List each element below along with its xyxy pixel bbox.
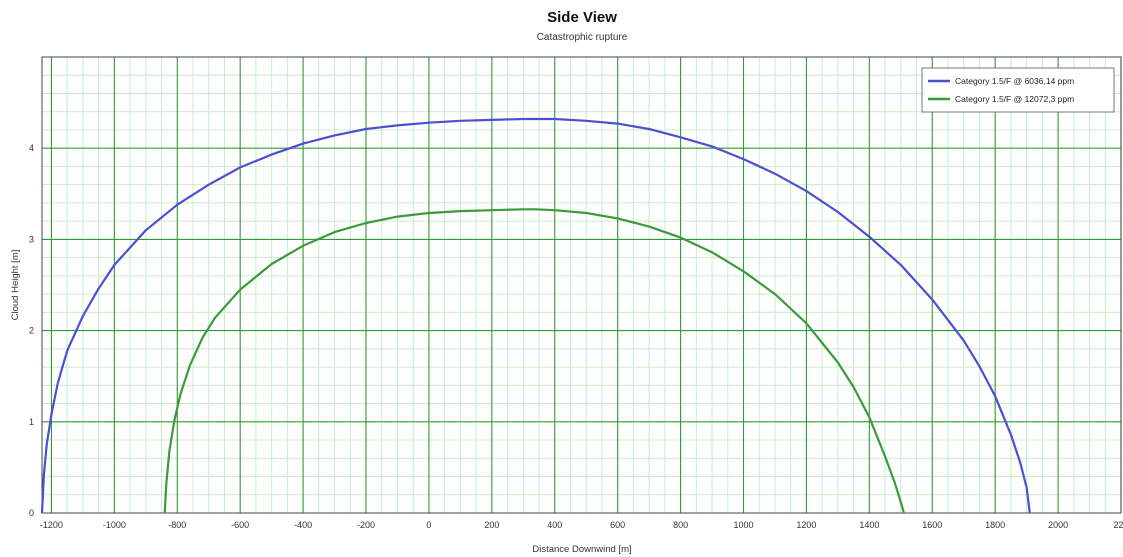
y-tick-label: 1 xyxy=(29,417,34,427)
y-tick-label: 2 xyxy=(29,326,34,336)
series-layer xyxy=(40,117,1031,514)
x-tick-label: 400 xyxy=(547,520,562,530)
x-tick-label: -600 xyxy=(231,520,249,530)
x-tick-label: 1200 xyxy=(796,520,816,530)
x-tick-label: 600 xyxy=(610,520,625,530)
x-tick-label: 200 xyxy=(484,520,499,530)
x-tick-label: 1800 xyxy=(985,520,1005,530)
x-axis-label: Distance Downwind [m] xyxy=(532,544,631,555)
x-tick-label: 0 xyxy=(426,520,431,530)
x-tick-label: -1000 xyxy=(103,520,126,530)
chart-title: Side View xyxy=(547,9,617,26)
legend: Category 1.5/F @ 6036,14 ppm Category 1.… xyxy=(921,67,1115,113)
y-tick-label: 0 xyxy=(29,508,34,518)
x-tick-label: 220 xyxy=(1113,520,1123,530)
x-tick-label: 1400 xyxy=(859,520,879,530)
legend-label-1: Category 1.5/F @ 6036,14 ppm xyxy=(955,76,1074,86)
x-tick-label: 800 xyxy=(673,520,688,530)
x-tick-label: -200 xyxy=(357,520,375,530)
x-tick-label: -1200 xyxy=(40,520,63,530)
series-line-1 xyxy=(40,117,1031,514)
legend-label-2: Category 1.5/F @ 12072,3 ppm xyxy=(955,94,1074,104)
x-tick-label: -800 xyxy=(168,520,186,530)
x-tick-label: 1600 xyxy=(922,520,942,530)
y-axis-ticks: 0 1 2 3 4 xyxy=(29,143,34,518)
y-tick-label: 3 xyxy=(29,234,34,244)
series-line-2 xyxy=(163,208,905,514)
plot-area xyxy=(41,56,1122,514)
x-tick-label: 1000 xyxy=(733,520,753,530)
x-tick-label: 2000 xyxy=(1048,520,1068,530)
y-axis-label: Cloud Height [m] xyxy=(10,250,21,321)
major-grid xyxy=(42,57,1122,514)
x-tick-label: -400 xyxy=(294,520,312,530)
minor-grid xyxy=(42,57,1121,513)
chart-subtitle: Catastrophic rupture xyxy=(537,32,628,43)
x-axis-ticks: -1200 -1000 -800 -600 -400 -200 0 200 400 600 800 1… xyxy=(40,520,1123,530)
legend-box xyxy=(921,67,1115,113)
y-tick-label: 4 xyxy=(29,143,34,153)
